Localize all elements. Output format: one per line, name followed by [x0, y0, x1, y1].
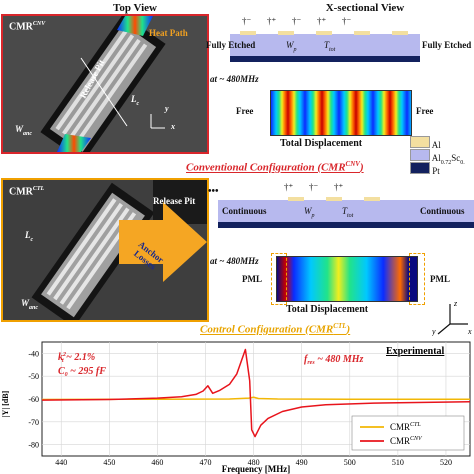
pt-layer-ctl: [218, 222, 474, 228]
k2-annotation: k2 t ~ 2.1%: [58, 352, 95, 364]
ticks: 440 450 460 470 480 490 500 510 520 -40 -50 -60 -70 -…: [28, 349, 452, 467]
series-line-cnv: [41, 348, 471, 438]
chart-legend: CMRCTL CMRCNV: [351, 415, 465, 451]
displacement-map-cnv: [270, 90, 412, 136]
xsection-cnv: †⁻ †⁺ †⁻ †⁺ †⁻ Fully Etched Fully Etched…: [206, 14, 474, 70]
pml-box-right: [409, 253, 425, 305]
freq-label-ctl: at ~ 480MHz: [210, 256, 259, 266]
pol-label-ctl: †⁺ †⁻ †⁺: [284, 182, 344, 192]
lc-label: Lc: [131, 94, 140, 107]
x-axis-label: Frequency [MHz]: [222, 464, 291, 474]
y-tick-label: -60: [28, 395, 39, 404]
ttot-label: Ttot: [324, 40, 336, 53]
legend-item-al: Al: [410, 136, 474, 150]
pml-box-left: [271, 253, 287, 305]
ttot-label-ctl: Ttot: [342, 206, 354, 219]
legend-item-alsc: Al0.72Sc0.: [410, 149, 474, 166]
wanc-label-ctl: Wanc: [21, 298, 39, 311]
admittance-chart: 440 450 460 470 480 490 500 510 520 -40 -50 -60 -70 -…: [1, 341, 471, 474]
alsc-layer-ctl: [218, 200, 474, 222]
electrode: [288, 197, 304, 201]
displacement-map-ctl: [271, 253, 425, 305]
conventional-config-title: Conventional Configuration (CMRCNV): [186, 160, 364, 174]
wp-label: Wp: [286, 40, 297, 53]
device-label-cnv: CMRCNV: [9, 21, 46, 33]
electrode: [278, 31, 294, 35]
axis3d-y: y: [432, 327, 436, 336]
x-tick-label: 440: [55, 458, 67, 467]
axis-y-label: y: [165, 104, 169, 113]
chart-title: Experimental: [386, 346, 445, 357]
freq-label-cnv: at ~ 480MHz: [210, 74, 259, 84]
axis-x-label: x: [171, 122, 175, 131]
electrode: [354, 31, 370, 35]
y-tick-label: -50: [28, 372, 39, 381]
pml-left: PML: [242, 274, 262, 284]
wp-label-ctl: Wp: [304, 206, 315, 219]
x-tick-label: 470: [200, 458, 212, 467]
fully-etched-left: Fully Etched: [206, 40, 256, 50]
x-tick-label: 450: [103, 458, 115, 467]
x-tick-label: 500: [344, 458, 356, 467]
y-tick-label: -40: [28, 349, 39, 358]
cmr-cnv-sem-image: CMRCNV Heat Path Release Pit Lc Wanc y x: [1, 14, 209, 154]
total-displacement-cnv: Total Displacement: [280, 138, 363, 149]
electrode: [316, 31, 332, 35]
x-tick-label: 490: [296, 458, 308, 467]
material-legend: Al Al0.72Sc0. Pt: [410, 136, 474, 176]
ellipsis: •••: [208, 186, 219, 197]
legend-label-ctl: CMRCTL: [390, 422, 421, 432]
xsection-ctl: †⁺ †⁻ †⁺ Continuous Continuous Wp Ttot: [218, 178, 474, 238]
pt-layer: [230, 56, 420, 62]
x-tick-label: 460: [151, 458, 163, 467]
pml-right: PML: [430, 274, 450, 284]
y-tick-label: -70: [28, 418, 39, 427]
y-tick-label: -80: [28, 441, 39, 450]
top-view-header: Top View: [113, 2, 157, 14]
axis3d-z: z: [453, 299, 458, 308]
axis3d-x: x: [467, 327, 472, 336]
continuous-right: Continuous: [420, 206, 465, 216]
lc-label-ctl: Lc: [25, 230, 34, 243]
electrode: [326, 197, 342, 201]
series-line-ctl: [41, 396, 470, 401]
xyz-axes-icon: x z y: [432, 299, 472, 336]
y-axis-label: |Y| [dB]: [1, 390, 10, 417]
xsection-header: X-sectional View: [325, 2, 405, 14]
control-config-title: Control Configuration (CMRCTL): [200, 322, 351, 336]
fres-annotation: fres ~ 480 MHz: [304, 354, 364, 366]
heat-path-label: Heat Path: [149, 28, 188, 38]
total-displacement-ctl: Total Displacement: [286, 304, 369, 315]
cmr-ctl-sem-image: CMRCTL Release Pit Lc Wanc Anchor Losses: [1, 178, 209, 322]
electrode: [364, 197, 380, 201]
x-tick-label: 480: [248, 458, 260, 467]
electrode: [392, 31, 408, 35]
series: [41, 348, 471, 438]
electrode: [240, 31, 256, 35]
fully-etched-right: Fully Etched: [422, 40, 472, 50]
legend-label-cnv: CMRCNV: [390, 436, 423, 446]
wanc-label: Wanc: [15, 124, 33, 137]
release-pit-label-ctl: Release Pit: [153, 196, 196, 206]
continuous-left: Continuous: [222, 206, 267, 216]
free-left: Free: [236, 106, 254, 116]
alsc-layer: [230, 34, 420, 56]
free-right: Free: [416, 106, 434, 116]
x-tick-label: 520: [440, 458, 452, 467]
legend-item-pt: Pt: [410, 162, 474, 176]
device-label-ctl: CMRCTL: [9, 186, 45, 198]
c0-annotation: C0 ~ 295 fF: [58, 366, 106, 378]
x-tick-label: 510: [392, 458, 404, 467]
pol-label: †⁻ †⁺ †⁻ †⁺ †⁻: [242, 16, 352, 26]
